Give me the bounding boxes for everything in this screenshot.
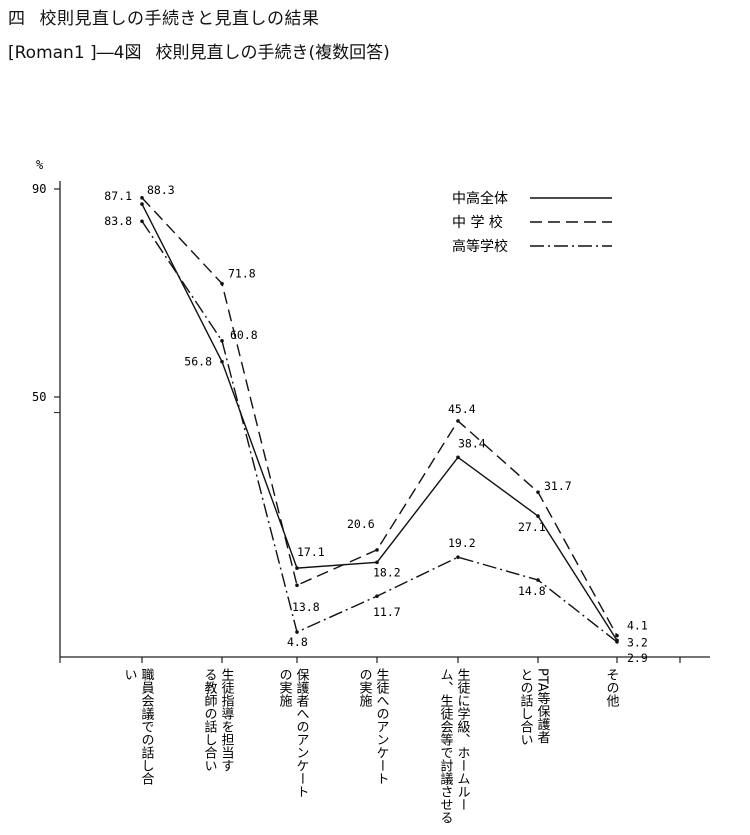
x-category-label-part: の実施 [277, 668, 293, 707]
x-category-label-part: その他 [604, 668, 620, 708]
data-label: 2.9 [627, 651, 648, 665]
data-label: 31.7 [544, 479, 572, 493]
data-point [536, 490, 540, 494]
data-label: 11.7 [373, 605, 401, 619]
legend-label: 高等学校 [452, 238, 508, 255]
data-point [615, 640, 619, 644]
data-label: 19.2 [448, 536, 476, 550]
data-point [375, 548, 379, 552]
figure-caption: [Roman1 ]―4図 [8, 43, 142, 63]
x-category-label-part: の実施 [357, 668, 373, 707]
y-axis-unit: % [36, 158, 44, 172]
x-category-label-part: 生徒へのアンケート [374, 668, 390, 785]
data-point [456, 555, 460, 559]
section-number: 四 [8, 9, 26, 29]
data-point [295, 630, 299, 634]
data-point [140, 219, 144, 224]
data-point [375, 560, 379, 565]
data-label: 45.4 [448, 402, 476, 416]
data-point [220, 359, 224, 364]
figure-title-text: 校則見直しの手続き(複数回答) [155, 43, 390, 63]
data-point [456, 419, 460, 423]
legend-label: 中高全体 [452, 190, 508, 207]
x-category-label-part: との話し合い [518, 668, 534, 746]
data-label: 3.2 [627, 635, 648, 649]
data-label: 13.8 [292, 600, 320, 614]
data-point [220, 281, 224, 286]
x-category-label-part: 生徒に学級、ホームルー [455, 668, 471, 811]
data-label: 87.1 [104, 189, 132, 203]
data-point [140, 196, 144, 200]
x-category-label-part: ム、生徒会等で討議させる [438, 668, 454, 824]
x-category-label-part: 保護者へのアンケート [294, 668, 310, 798]
data-label: 18.2 [373, 565, 401, 579]
data-label: 60.8 [230, 328, 258, 342]
data-label: 38.4 [458, 436, 486, 450]
x-category-label-part: る教師の話し合い [202, 668, 218, 772]
x-category-label-part: い [122, 668, 137, 681]
section-heading: 四校則見直しの手続きと見直しの結果 [8, 4, 320, 29]
x-category-label: その他 [604, 668, 620, 708]
data-label: 71.8 [228, 267, 256, 281]
y-tick-label: 50 [32, 390, 46, 404]
data-point [536, 578, 540, 582]
data-point [295, 566, 299, 570]
legend-label: 中 学 校 [452, 214, 503, 231]
section-title: 校則見直しの手続きと見直しの結果 [39, 9, 320, 29]
data-label: 14.8 [518, 584, 546, 598]
data-point [536, 514, 540, 518]
data-point [295, 583, 299, 588]
data-point [456, 455, 460, 460]
data-point [140, 202, 144, 206]
data-label: 20.6 [347, 517, 375, 531]
figure-title: [Roman1 ]―4図 校則見直しの手続き(複数回答) [8, 40, 448, 66]
data-label: 56.8 [184, 355, 212, 369]
data-label: 17.1 [297, 545, 325, 559]
x-category-label-part: 職員会議での話し合 [139, 668, 155, 785]
data-label: 88.3 [147, 183, 175, 197]
data-point [615, 633, 619, 638]
data-point [375, 594, 379, 598]
y-tick-label: 90 [32, 182, 46, 196]
x-category-label-part: 生徒指導を担当す [219, 668, 235, 772]
x-category-label-part: PTA等保護者 [535, 668, 551, 745]
data-label: 27.1 [518, 520, 546, 534]
data-label: 4.8 [287, 635, 308, 649]
data-label: 4.1 [627, 619, 648, 633]
data-label: 83.8 [104, 214, 132, 228]
data-point [220, 339, 224, 343]
